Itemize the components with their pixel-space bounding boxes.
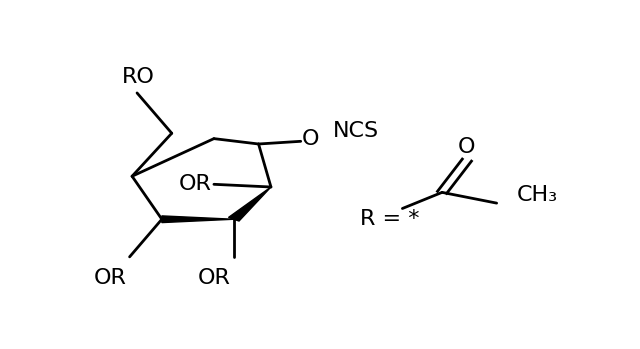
Polygon shape: [162, 216, 234, 223]
Text: OR: OR: [93, 268, 126, 288]
Text: OR: OR: [198, 268, 230, 288]
Text: OR: OR: [179, 174, 212, 194]
Text: R = *: R = *: [360, 209, 420, 229]
Text: RO: RO: [122, 67, 155, 87]
Text: O: O: [458, 137, 476, 157]
Polygon shape: [228, 187, 271, 221]
Text: O: O: [302, 129, 319, 149]
Text: NCS: NCS: [333, 120, 379, 141]
Text: CH₃: CH₃: [516, 185, 557, 205]
